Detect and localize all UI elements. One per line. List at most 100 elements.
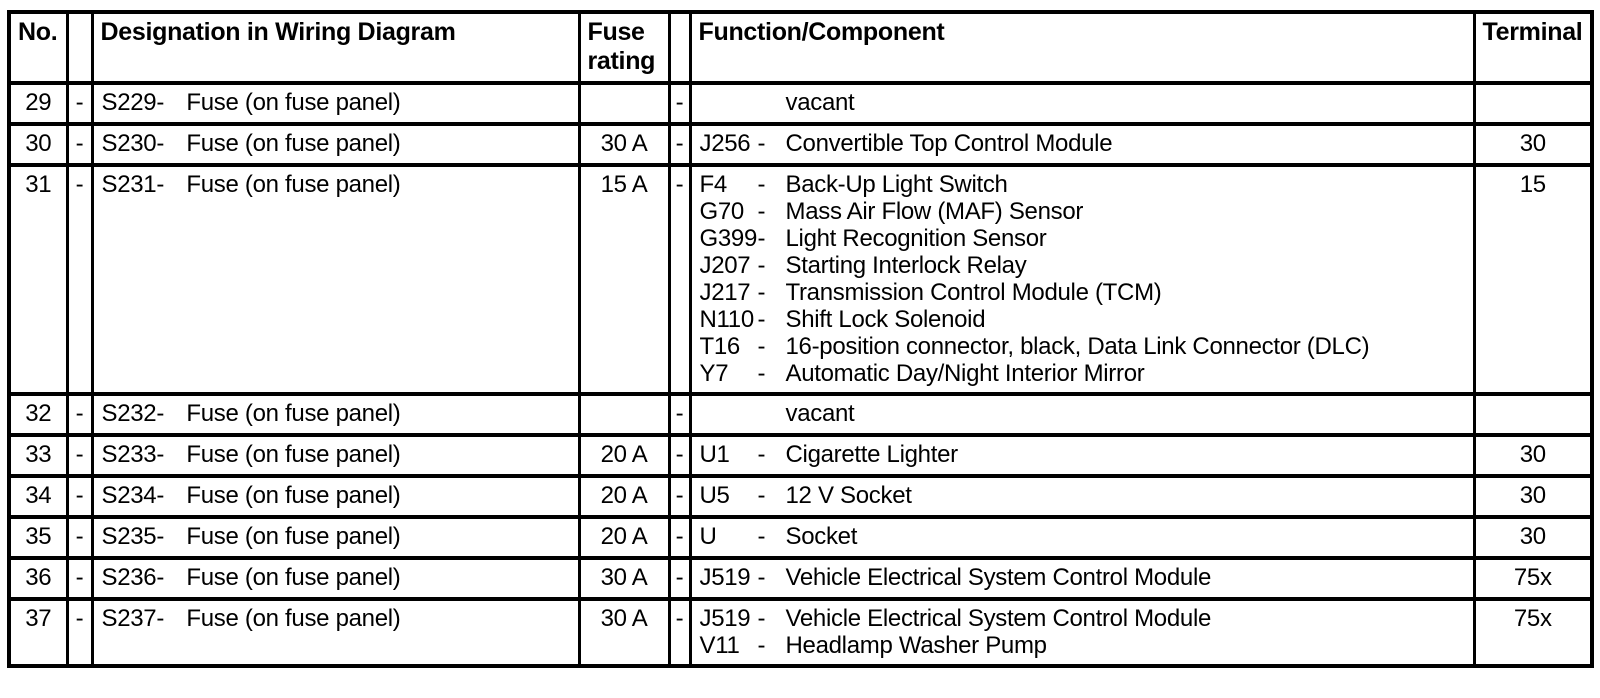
component-desc: Cigarette Lighter (785, 441, 959, 468)
dash-separator: - (65, 433, 94, 478)
component-separator: - (757, 171, 766, 198)
table-row: 32 - S232- Fuse (on fuse panel) - vacant (7, 392, 1594, 437)
table-row: 34 - S234- Fuse (on fuse panel) 20 A - U5… (7, 474, 1594, 519)
designation-cell: S234- Fuse (on fuse panel) (90, 474, 581, 519)
component-separator: - (757, 130, 766, 157)
component-code: N110 (699, 306, 755, 333)
dash-separator: - (65, 163, 94, 396)
function-cell: U1- Cigarette Lighter (688, 433, 1476, 478)
fuse-panel-table: No. Designation in Wiring Diagram Fuse r… (7, 10, 1594, 668)
fuse-rating (577, 81, 671, 126)
designation-text: Fuse (on fuse panel) (186, 441, 401, 468)
dash-separator: - (667, 433, 692, 478)
component-line: J217- Transmission Control Module (TCM) (699, 279, 1472, 306)
component-desc: Transmission Control Module (TCM) (785, 279, 1162, 306)
function-cell: J256- Convertible Top Control Module (688, 122, 1476, 167)
designation-cell: S229- Fuse (on fuse panel) (90, 81, 581, 126)
fuse-rating: 30 A (577, 122, 671, 167)
function-cell: J519- Vehicle Electrical System Control M… (688, 556, 1476, 601)
designation-separator: - (156, 605, 165, 632)
dash-separator: - (667, 163, 692, 396)
designation-cell: S233- Fuse (on fuse panel) (90, 433, 581, 478)
fuse-rating: 20 A (577, 433, 671, 478)
fuse-rating: 30 A (577, 597, 671, 668)
component-line: J519- Vehicle Electrical System Control M… (700, 564, 1472, 591)
fuse-rating: 30 A (577, 556, 671, 601)
table-row: 30 - S230- Fuse (on fuse panel) 30 A - J2… (7, 122, 1594, 167)
terminal-value: 75x (1472, 556, 1594, 601)
designation-text: Fuse (on fuse panel) (186, 605, 401, 632)
dash-separator: - (65, 556, 94, 601)
designation-code: S230 (101, 130, 157, 157)
component-separator: - (757, 523, 766, 550)
header-spacer-2 (667, 10, 692, 85)
component-desc: 12 V Socket (785, 482, 912, 509)
table-row: 29 - S229- Fuse (on fuse panel) - vacant (7, 81, 1594, 126)
fuse-rating (577, 392, 671, 437)
designation-text: Fuse (on fuse panel) (186, 482, 401, 509)
function-cell: J519- Vehicle Electrical System Control M… (688, 597, 1476, 668)
function-cell: U - Socket (688, 515, 1476, 560)
dash-separator: - (65, 597, 94, 668)
component-line: U1- Cigarette Lighter (699, 441, 1472, 468)
component-separator: - (757, 360, 766, 387)
dash-separator: - (65, 515, 94, 560)
designation-separator: - (156, 441, 165, 468)
component-desc: Headlamp Washer Pump (785, 632, 1048, 659)
component-code: U5 (699, 482, 730, 509)
dash-separator: - (65, 392, 94, 437)
dash-separator: - (65, 81, 94, 126)
designation-cell: S230- Fuse (on fuse panel) (90, 122, 581, 167)
component-separator: - (757, 225, 766, 252)
designation-separator: - (156, 171, 165, 198)
dash-separator: - (65, 122, 94, 167)
component-line: U - Socket (700, 523, 1472, 550)
designation-code: S236 (101, 564, 157, 591)
component-line: V11- Headlamp Washer Pump (700, 632, 1472, 659)
fuse-rating: 15 A (577, 163, 671, 396)
component-line: F4 - Back-Up Light Switch (700, 171, 1472, 198)
component-desc: Light Recognition Sensor (785, 225, 1047, 252)
function-cell: vacant (688, 81, 1476, 126)
header-no: No. (7, 10, 69, 85)
fuse-rating: 20 A (577, 515, 671, 560)
header-designation: Designation in Wiring Diagram (90, 10, 581, 85)
designation-text: Fuse (on fuse panel) (186, 130, 401, 157)
dash-separator: - (667, 556, 692, 601)
component-code: U1 (699, 441, 730, 468)
designation-code: S235 (101, 523, 157, 550)
terminal-value: 15 (1472, 163, 1594, 396)
designation-text: Fuse (on fuse panel) (186, 89, 401, 116)
component-desc: Starting Interlock Relay (785, 252, 1027, 279)
component-code: J519 (699, 605, 751, 632)
designation-cell: S237- Fuse (on fuse panel) (90, 597, 581, 668)
header-spacer-1 (65, 10, 94, 85)
dash-separator: - (667, 597, 692, 668)
component-desc: vacant (785, 89, 855, 116)
table-row: 33 - S233- Fuse (on fuse panel) 20 A - U1… (7, 433, 1594, 478)
dash-separator: - (667, 392, 692, 437)
component-line: U5-12 V Socket (699, 482, 1472, 509)
dash-separator: - (667, 81, 692, 126)
designation-code: S229 (101, 89, 157, 116)
page: No. Designation in Wiring Diagram Fuse r… (7, 10, 1594, 668)
fuse-number: 32 (7, 392, 69, 437)
designation-text: Fuse (on fuse panel) (186, 564, 401, 591)
component-code: G399 (699, 225, 758, 252)
designation-code: S234 (101, 482, 157, 509)
component-separator: - (757, 605, 766, 632)
designation-cell: S232- Fuse (on fuse panel) (90, 392, 581, 437)
component-separator: - (757, 198, 766, 225)
terminal-value: 30 (1472, 122, 1594, 167)
component-code: J217 (699, 279, 751, 306)
fuse-number: 34 (7, 474, 69, 519)
component-separator: - (757, 279, 766, 306)
header-fuse-rating: Fuse rating (577, 10, 671, 85)
designation-separator: - (156, 130, 165, 157)
table-row: 37 - S237- Fuse (on fuse panel) 30 A - J5… (7, 597, 1594, 668)
component-separator: - (757, 306, 766, 333)
component-separator: - (757, 441, 766, 468)
dash-separator: - (667, 474, 692, 519)
component-desc: 16-position connector, black, Data Link … (785, 333, 1370, 360)
dash-separator: - (65, 474, 94, 519)
